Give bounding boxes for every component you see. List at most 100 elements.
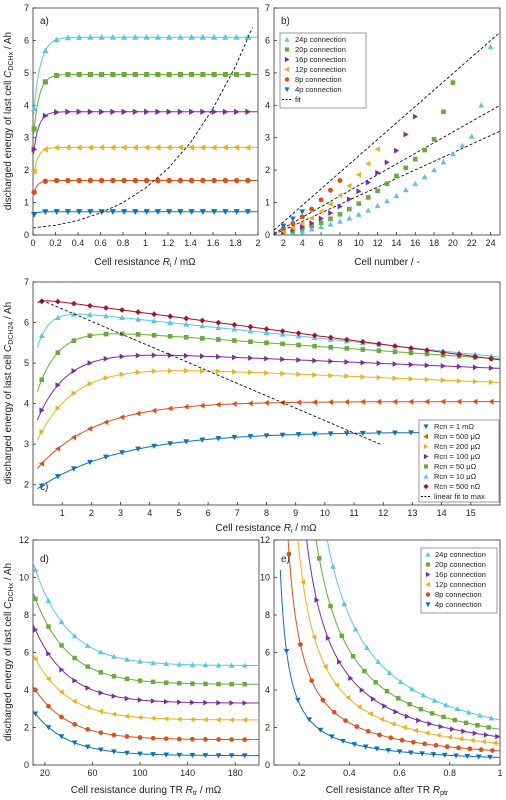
panel-b-point-12p [355,171,362,178]
panel-d-point-8p [216,737,221,742]
panel-c-point-500n [424,347,430,354]
panel-d-ytick-label: 10 [19,573,29,583]
panel-c-point-4p [167,441,174,447]
panel-a-point-12p [53,144,60,151]
panel-c-point-500u [440,398,446,405]
panel-e-point-16p [348,675,354,681]
panel-d-point-12p [98,708,104,715]
panel-b-point-24p [468,133,475,139]
panel-e-ytick-label: 10 [260,573,270,583]
panel-c-point-100u [167,352,174,359]
panel-b-frame [273,7,501,236]
panel-e-point-24p [420,692,427,698]
panel-e-point-12p [435,732,441,739]
panel-e-point-8p [297,642,303,647]
panel-a-point-20p [211,71,217,78]
panel-e-legend-marker [425,571,431,578]
panel-c-point-4p [135,446,141,452]
panel-e-point-16p [461,728,467,735]
panel-d-point-4p [124,750,130,756]
panel-a-point-24p [132,33,139,40]
panel-b-point-16p [365,179,372,186]
panel-a-point-8p [222,177,229,184]
panel-a-line-20p [33,74,258,135]
panel-e-xtick-label: 1 [497,768,502,778]
panel-c-point-500n [295,330,302,337]
panel-b-point-20p [375,188,380,194]
panel-d-line-4p [32,710,259,757]
panel-c-xtick-label: 1 [60,508,65,518]
panel-a-point-20p [155,71,161,78]
panel-c-point-4p [327,431,334,437]
panel-a-point-20p [76,71,82,78]
panel-a-point-16p [87,108,94,115]
panel-e-point-16p [382,703,388,709]
panel-e-point-20p [486,725,491,730]
panel-a-point-4p [30,211,38,218]
panel-c-legend-marker [423,453,429,460]
panel-c-point-500u [311,399,317,406]
panel-e-point-8p [365,728,371,734]
panel-c-point-500n [135,309,141,315]
panel-b-ytick-label: 3 [265,133,270,143]
panel-d-point-16p [59,666,65,673]
panel-b-legend-marker [284,87,290,93]
panel-e-point-8p [490,748,495,753]
panel-d-point-16p [150,698,156,704]
panel-a-point-4p [199,209,207,215]
panel-a-point-12p [87,144,93,151]
panel-e-point-16p [438,723,444,730]
panel-c-legend-box [418,419,500,503]
panel-c-point-50u [376,348,382,353]
panel-c-point-500n [408,345,414,351]
panel-b-point-20p [431,137,437,142]
panel-a-point-8p [110,177,116,184]
panel-e-point-24p [375,659,382,665]
panel-b-point-24p [412,180,419,187]
panel-b-point-16p [412,113,419,120]
panel-b-xtick-label: 16 [410,238,420,248]
panel-e-series-24p [326,540,500,721]
panel-e-point-16p [450,726,456,732]
panel-d-point-20p [203,681,208,687]
panel-c-point-50u [103,331,109,337]
panel-d-point-20p [59,643,64,648]
panel-b-point-20p [394,173,399,179]
panel-b: b) [273,7,501,236]
panel-a-ytick-label: 5 [24,68,29,78]
panel-e-point-4p [453,753,459,759]
panel-e-point-24p [477,712,483,718]
panel-a-point-24p [109,33,117,40]
panel-e-point-20p [418,706,424,712]
panel-e-point-20p [328,603,333,609]
panel-e-ytick-label: 6 [265,648,270,658]
panel-a-point-20p [189,71,195,78]
panel-e-point-8p [410,739,416,745]
panel-c-ytick-label: 6 [24,318,29,328]
panel-c-point-10u [135,316,141,322]
panel-c-point-500u [215,401,221,408]
panel-a-point-12p [120,144,127,151]
panel-d-point-8p [124,734,130,739]
panel-c-point-500n [263,326,270,332]
panel-d-point-12p [202,716,208,723]
panel-d-point-20p [85,664,90,669]
panel-c-fit-line [41,299,381,445]
panel-c-point-4p [151,443,158,449]
panel-b-legend-marker [284,66,290,73]
panel-e-point-16p [472,730,478,737]
panel-a-xlabel: Cell resistance Ri / mΩ [94,257,196,269]
panel-e-ytick-label: 0 [265,760,270,770]
panel-c-point-500n [38,298,45,305]
panel-e-xlabel: Cell resistance after TR Rptr [326,785,449,797]
panel-c-point-10u [231,326,238,332]
panel-e-point-20p [362,668,367,674]
panel-e-point-12p [458,736,464,742]
panel-b-legend-entry: fit [295,95,302,104]
panel-c-xtick-label: 12 [378,508,388,518]
panel-b-xtick-label: 20 [448,238,458,248]
panel-d-point-8p [59,714,64,720]
panel-e-point-16p [393,708,399,715]
panel-e-series-12p [297,540,500,746]
panel-d-point-20p [33,596,38,602]
